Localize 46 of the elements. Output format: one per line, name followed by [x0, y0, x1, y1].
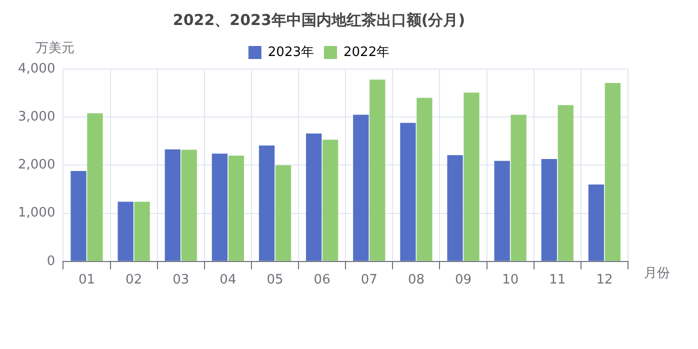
x-tick-label: 08 [408, 272, 424, 288]
bar [400, 122, 416, 261]
bar [228, 156, 244, 261]
bar [353, 114, 369, 261]
y-tick-label: 2,000 [18, 158, 56, 173]
bar [258, 145, 275, 261]
y-tick-label: 0 [46, 254, 56, 269]
bar [558, 105, 574, 261]
x-tick-label: 01 [78, 272, 96, 288]
bar [604, 82, 621, 261]
bar [87, 113, 103, 261]
y-tick-label: 1,000 [18, 206, 56, 221]
bar [588, 184, 604, 261]
x-tick-label: 12 [596, 272, 613, 288]
bar [306, 133, 322, 261]
bar [212, 154, 228, 261]
bar [510, 114, 526, 261]
y-axis-title: 万美元 [36, 40, 75, 56]
legend-label: 2023年 [268, 44, 314, 60]
x-tick-label: 11 [549, 272, 566, 288]
x-tick-label: 09 [455, 272, 472, 288]
x-axis-title: 月份 [644, 266, 670, 281]
bar [494, 160, 510, 261]
x-tick-label: 04 [220, 272, 236, 288]
legend-label: 2022年 [344, 44, 390, 60]
bar [164, 149, 180, 261]
x-tick-label: 06 [314, 272, 330, 288]
bar [541, 158, 557, 261]
x-tick-label: 05 [266, 272, 284, 288]
bar [134, 202, 150, 261]
x-tick-label: 02 [126, 272, 142, 288]
bar [416, 98, 432, 261]
chart-title: 2022、2023年中国内地红茶出口额(分月) [172, 10, 466, 29]
bar [447, 155, 463, 261]
x-tick-label: 07 [360, 272, 378, 288]
bar [70, 170, 86, 261]
bar [322, 140, 338, 261]
bar [181, 150, 197, 261]
bar [370, 80, 386, 261]
y-tick-label: 4,000 [18, 61, 56, 76]
y-tick-label: 3,000 [18, 109, 56, 124]
bar [118, 202, 134, 261]
x-tick-label: 10 [502, 272, 519, 288]
x-tick-label: 03 [172, 272, 190, 288]
bar [275, 165, 292, 261]
bar [464, 92, 480, 261]
